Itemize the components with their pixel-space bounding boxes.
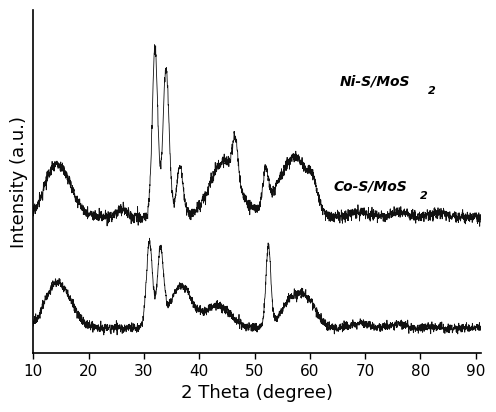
Y-axis label: Intensity (a.u.): Intensity (a.u.) [10, 115, 28, 248]
Text: 2: 2 [428, 86, 435, 96]
Text: 2: 2 [420, 191, 427, 201]
Text: Co-S/MoS: Co-S/MoS [333, 179, 407, 193]
X-axis label: 2 Theta (degree): 2 Theta (degree) [182, 384, 333, 402]
Text: Ni-S/MoS: Ni-S/MoS [340, 74, 411, 88]
